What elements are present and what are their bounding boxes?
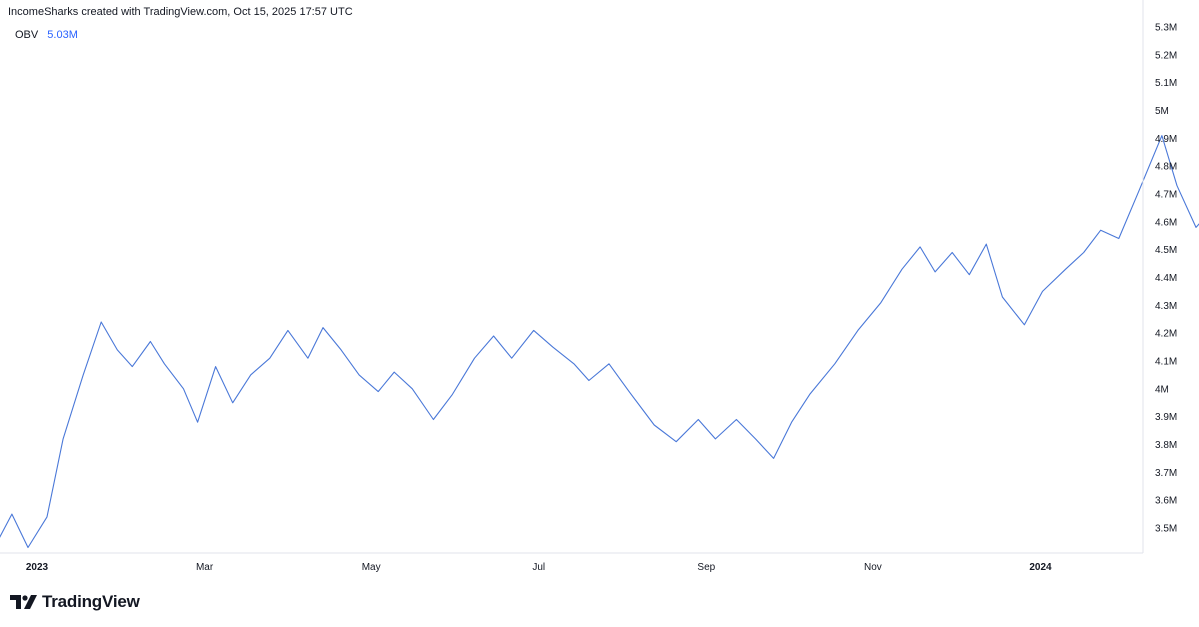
x-tick-label: May	[362, 562, 381, 573]
y-tick-label: 4.7M	[1155, 190, 1177, 201]
brand-name: TradingView	[42, 592, 140, 611]
y-tick-label: 5M	[1155, 106, 1169, 117]
y-tick-label: 3.5M	[1155, 524, 1177, 535]
y-tick-label: 3.6M	[1155, 496, 1177, 507]
x-tick-label: Mar	[196, 562, 214, 573]
x-tick-label: Sep	[697, 562, 715, 573]
y-tick-label: 3.7M	[1155, 468, 1177, 479]
y-tick-label: 5.1M	[1155, 78, 1177, 89]
y-axis[interactable]: 3.5M 3.6M 3.7M 3.8M 3.9M 4M 4.1M 4.2M 4.3M 4.4M 4.…	[1142, 0, 1177, 553]
y-tick-label: 3.8M	[1155, 440, 1177, 451]
y-tick-label: 3.9M	[1155, 412, 1177, 423]
x-tick-label: Jul	[532, 562, 545, 573]
tradingview-logo-icon	[10, 595, 37, 609]
obv-series-line[interactable]	[0, 52, 1199, 550]
x-axis[interactable]: 2023MarMayJulSepNov2024MarMayJulSepNov20…	[0, 552, 1199, 573]
y-tick-label: 4.8M	[1155, 162, 1177, 173]
y-tick-label: 5.3M	[1155, 23, 1177, 34]
x-tick-label: 2024	[1029, 562, 1052, 573]
chart-caption: IncomeSharks created with TradingView.co…	[8, 6, 353, 18]
y-tick-label: 4.6M	[1155, 217, 1177, 228]
x-tick-label: 2023	[26, 562, 49, 573]
y-tick-label: 4.9M	[1155, 134, 1177, 145]
y-tick-label: 4.2M	[1155, 329, 1177, 340]
obv-chart[interactable]: 3.5M 3.6M 3.7M 3.8M 3.9M 4M 4.1M 4.2M 4.3M 4.4M 4.…	[0, 0, 1199, 590]
plot-area[interactable]	[0, 52, 1199, 550]
y-tick-label: 4.3M	[1155, 301, 1177, 312]
y-tick-label: 4.5M	[1155, 245, 1177, 256]
tradingview-brand[interactable]: TradingView	[10, 592, 140, 612]
y-tick-label: 5.2M	[1155, 50, 1177, 61]
y-tick-label: 4M	[1155, 384, 1169, 395]
x-tick-label: Nov	[864, 562, 882, 573]
y-tick-label: 4.4M	[1155, 273, 1177, 284]
indicator-value: 5.03M	[47, 29, 78, 41]
y-tick-label: 4.1M	[1155, 357, 1177, 368]
indicator-legend[interactable]: OBV 5.03M	[15, 29, 78, 41]
indicator-name: OBV	[15, 29, 39, 41]
